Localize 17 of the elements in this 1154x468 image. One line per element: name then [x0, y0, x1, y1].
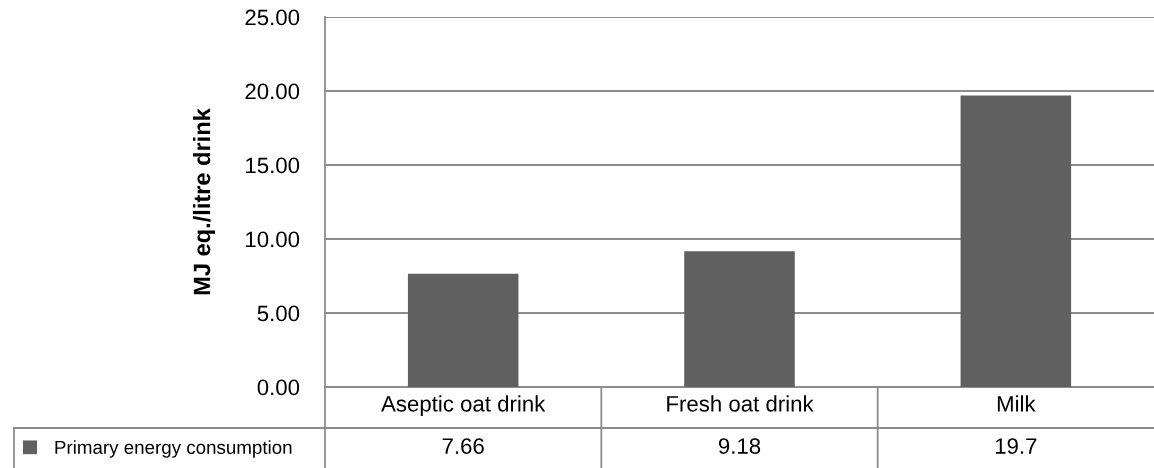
legend-label: Primary energy consumption	[55, 440, 292, 458]
y-axis-title: MJ eq./litre drink	[192, 108, 215, 295]
bar	[684, 251, 795, 387]
bar	[960, 95, 1072, 387]
data-label: 19.7	[995, 438, 1037, 454]
x-tick-label: Milk	[997, 395, 1036, 412]
x-tick-label: Aseptic oat drink	[381, 395, 546, 417]
bar	[407, 273, 519, 387]
x-tick-label: Fresh oat drink	[667, 395, 814, 412]
y-tick-label: 5.00	[257, 305, 300, 322]
y-tick-label: 10.00	[246, 231, 300, 248]
y-tick-label: 0.00	[257, 379, 300, 396]
data-label: 9.18	[718, 438, 761, 454]
y-tick-label: 20.00	[245, 83, 300, 100]
data-label: 7.66	[442, 438, 484, 454]
y-tick-label: 15.00	[246, 157, 300, 174]
y-tick-label: 25.00	[245, 9, 300, 26]
